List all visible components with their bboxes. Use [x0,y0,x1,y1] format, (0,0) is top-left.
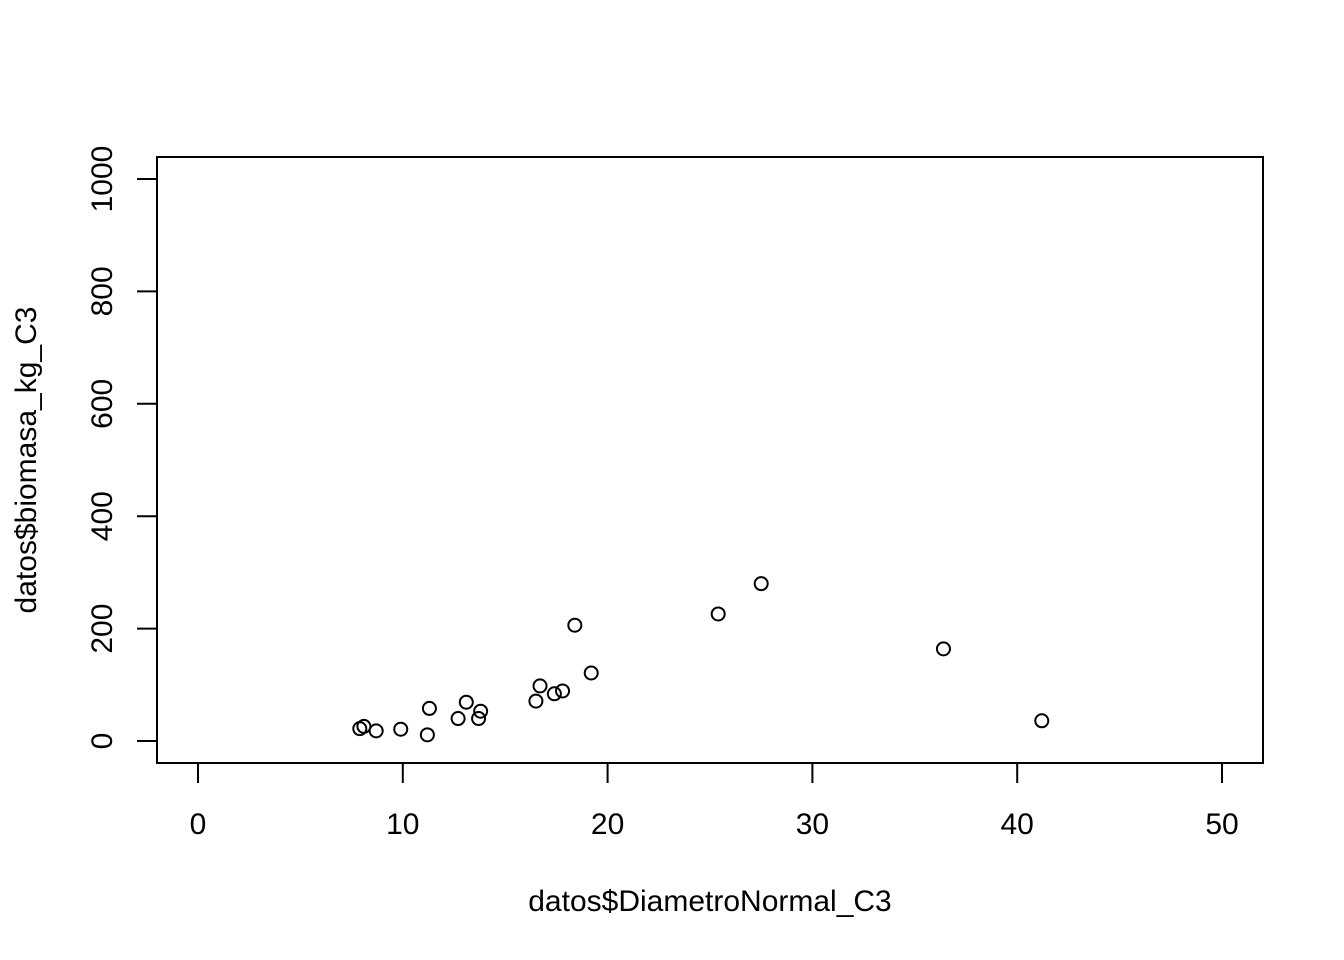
data-point [583,665,599,681]
x-tick-label: 50 [1205,808,1238,841]
data-point [393,721,409,737]
x-tick-label: 40 [1001,808,1034,841]
y-axis: 0 200 400 600 800 1000 [86,146,158,750]
y-tick-label: 600 [86,379,119,429]
data-point [567,617,583,633]
y-tick-label: 1000 [86,146,119,213]
data-point [546,686,562,702]
data-point [471,711,487,727]
data-point [368,723,384,739]
plot-frame [156,156,1264,764]
y-axis-title: datos$biomasa_kg_C3 [10,307,43,614]
y-tick-label: 0 [86,733,119,750]
data-point [555,683,571,699]
data-point [753,576,769,592]
data-point [935,641,951,657]
data-point [419,727,435,743]
data-point [528,693,544,709]
x-tick-label: 0 [190,808,207,841]
x-tick-label: 30 [796,808,829,841]
x-tick-label: 20 [591,808,624,841]
x-axis: 0 10 20 30 40 50 [190,762,1239,841]
data-point [458,694,474,710]
data-point [532,678,548,694]
y-tick-label: 800 [86,266,119,316]
y-tick-label: 200 [86,604,119,654]
data-point [473,703,489,719]
data-point [450,711,466,727]
data-point [356,718,372,734]
data-points [352,576,1050,743]
y-tick-label: 400 [86,491,119,541]
data-point [421,700,437,716]
data-point [710,606,726,622]
x-tick-label: 10 [386,808,419,841]
data-point [1034,713,1050,729]
x-axis-title: datos$DiametroNormal_C3 [528,885,892,918]
